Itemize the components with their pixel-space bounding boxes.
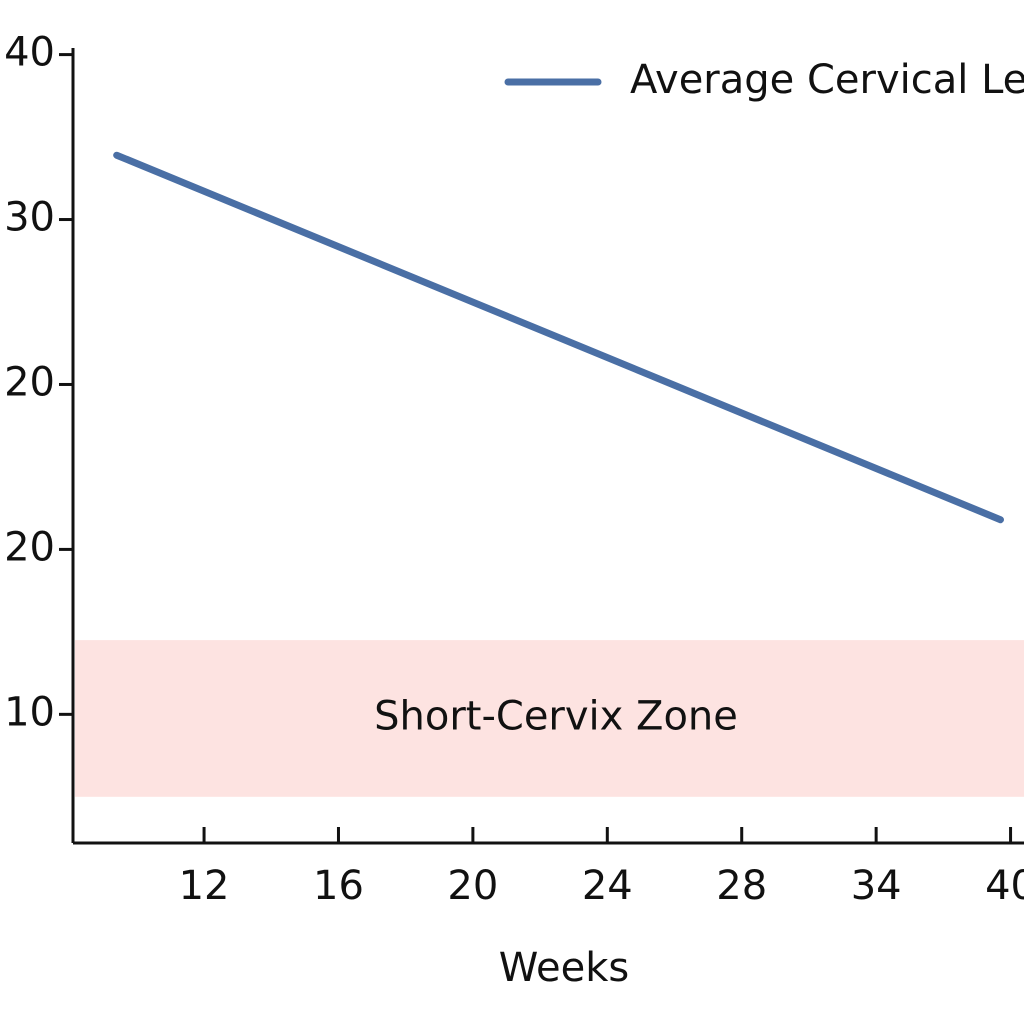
x-tick-label: 12 xyxy=(179,863,230,909)
x-tick-label: 24 xyxy=(582,863,633,909)
x-axis-label: Weeks xyxy=(499,945,629,991)
band xyxy=(75,640,1024,797)
x-tick-label: 20 xyxy=(447,863,498,909)
y-tick-label: 30 xyxy=(4,195,55,241)
y-tick-label: 10 xyxy=(4,689,55,735)
legend-label: Average Cervical Length xyxy=(630,57,1024,103)
x-tick-label: 40 xyxy=(985,863,1024,909)
x-tick-label: 34 xyxy=(851,863,902,909)
y-tick-label: 20 xyxy=(4,524,55,570)
y-tick-label: 40 xyxy=(4,30,55,76)
x-tick-label: 28 xyxy=(716,863,767,909)
x-tick-label: 16 xyxy=(313,863,364,909)
band-label: Short-Cervix Zone xyxy=(374,693,738,739)
y-tick-label: 20 xyxy=(4,359,55,405)
data-line xyxy=(113,151,1004,524)
